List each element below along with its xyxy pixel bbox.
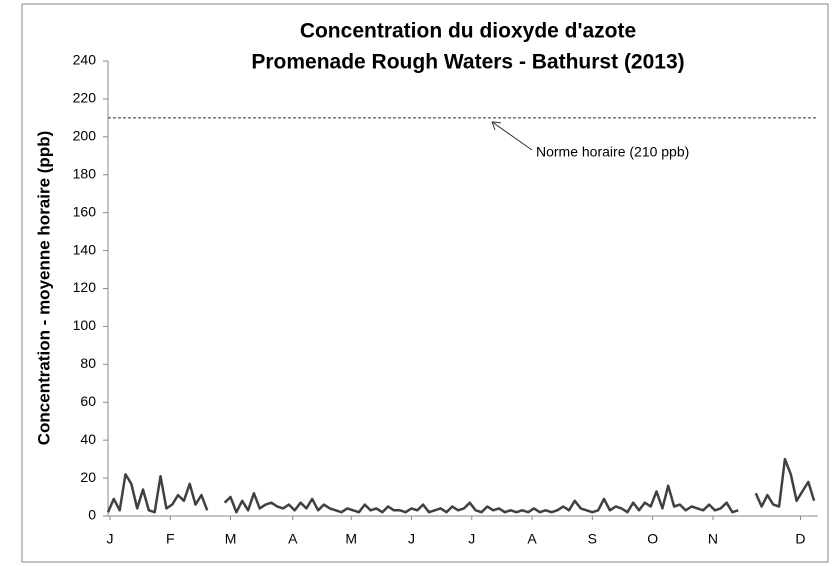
x-tick-label: J xyxy=(408,531,415,547)
y-tick-label: 20 xyxy=(80,469,96,485)
y-tick-label: 40 xyxy=(80,431,96,447)
y-tick-label: 160 xyxy=(73,203,97,219)
chart-subtitle: Promenade Rough Waters - Bathurst (2013) xyxy=(251,51,684,74)
x-tick-label: F xyxy=(166,531,175,547)
y-tick-label: 80 xyxy=(80,355,96,371)
x-tick-label: J xyxy=(106,531,113,547)
y-tick-label: 200 xyxy=(73,128,97,144)
y-tick-label: 120 xyxy=(73,279,97,295)
y-tick-label: 220 xyxy=(73,90,97,106)
x-tick-label: A xyxy=(288,531,298,547)
annotation-arrow xyxy=(491,121,533,151)
x-tick-label: N xyxy=(708,531,718,547)
x-tick-label: M xyxy=(345,531,357,547)
data-line xyxy=(106,473,209,514)
y-tick-label: 0 xyxy=(88,507,96,523)
arrow-head xyxy=(491,121,502,131)
chart-title: Concentration du dioxyde d'azote xyxy=(300,20,636,43)
x-tick-label: D xyxy=(795,531,805,547)
x-tick-label: M xyxy=(225,531,237,547)
y-tick-label: 240 xyxy=(73,52,97,68)
x-tick-label: O xyxy=(647,531,658,547)
x-tick-label: J xyxy=(468,531,475,547)
y-tick-label: 60 xyxy=(80,393,96,409)
y-tick-label: 100 xyxy=(73,317,97,333)
y-tick-label: 140 xyxy=(73,241,97,257)
annotation: Norme horaire (210 ppb) xyxy=(536,144,689,160)
y-tick-label: 180 xyxy=(73,165,97,181)
data-line xyxy=(754,457,816,508)
x-tick-label: S xyxy=(588,531,597,547)
x-tick-label: A xyxy=(527,531,537,547)
y-axis-label: Concentration - moyenne horaire (ppb) xyxy=(34,131,53,446)
data-line xyxy=(223,484,739,514)
chart-border xyxy=(21,3,829,563)
